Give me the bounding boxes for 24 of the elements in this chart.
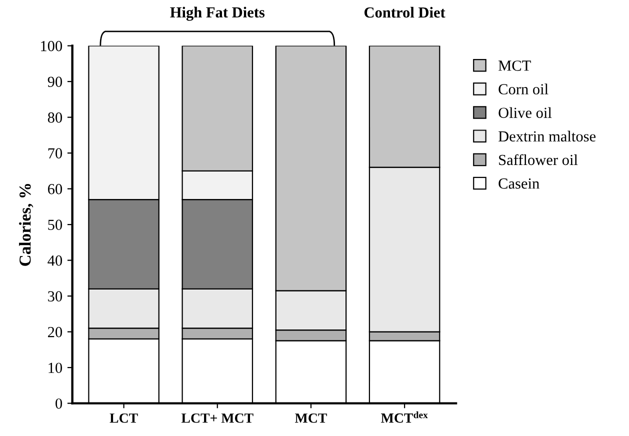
y-tick-label: 50 <box>48 220 62 230</box>
y-tick-label: 60 <box>48 184 62 194</box>
text: Control Diet <box>364 6 446 18</box>
y-tick-label: 70 <box>48 148 62 158</box>
y-axis-title: Calories, % <box>19 184 34 266</box>
y-tick-label: 90 <box>48 76 62 87</box>
legend-label: Olive oil <box>498 107 552 118</box>
legend-label: MCT <box>498 60 531 71</box>
x-tick-label: MCT$^{dex}$ <box>381 411 428 423</box>
y-tick-label: 20 <box>48 326 62 338</box>
text: High Fat Diets <box>170 6 265 21</box>
y-tick-label: 80 <box>48 112 62 123</box>
x-tick-label: LCT <box>110 413 138 423</box>
legend-label: Safflower oil <box>499 154 578 166</box>
legend-label: Dextrin maltose <box>498 130 596 142</box>
legend-label: Casein <box>498 178 540 189</box>
y-tick-label: 40 <box>48 255 62 266</box>
x-tick-label: MCT <box>295 413 327 423</box>
legend-label: Corn oil <box>498 84 548 94</box>
y-tick-label: 30 <box>48 291 62 302</box>
y-tick-label: 100 <box>41 40 62 52</box>
y-tick-label: 0 <box>56 398 62 409</box>
y-tick-label: 10 <box>48 362 62 373</box>
x-tick-label: LCT+ MCT <box>181 413 254 423</box>
